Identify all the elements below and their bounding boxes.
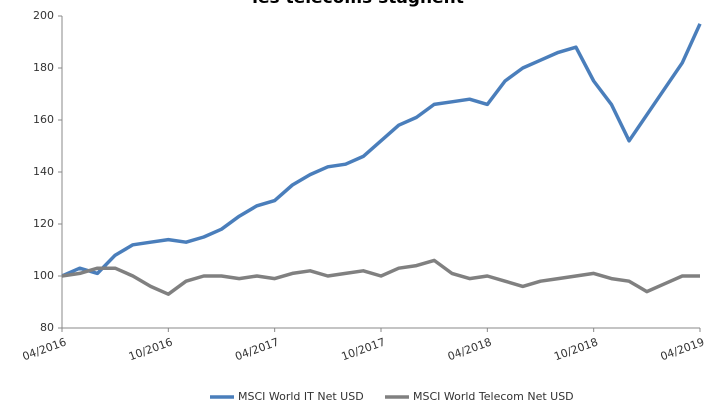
y-tick-label: 140 xyxy=(33,165,54,178)
y-tick-label: 80 xyxy=(40,321,54,334)
x-tick-label: 04/2017 xyxy=(233,335,280,363)
x-tick-label: 10/2016 xyxy=(127,335,174,363)
y-tick-label: 180 xyxy=(33,61,54,74)
x-tick-label: 04/2019 xyxy=(659,335,706,363)
legend-label: MSCI World IT Net USD xyxy=(238,390,364,403)
y-tick-label: 200 xyxy=(33,9,54,22)
x-tick-label: 10/2017 xyxy=(340,335,387,363)
series-line xyxy=(61,23,702,278)
y-tick-label: 160 xyxy=(33,113,54,126)
x-tick-label: 04/2016 xyxy=(21,335,68,363)
chart-title: ies telecoms stagnent xyxy=(252,0,464,8)
y-tick-label: 100 xyxy=(33,269,54,282)
y-tick-label: 120 xyxy=(33,217,54,230)
x-tick-label: 04/2018 xyxy=(446,335,493,363)
x-tick-label: 10/2018 xyxy=(552,335,599,363)
series-line xyxy=(61,258,700,296)
legend-label: MSCI World Telecom Net USD xyxy=(413,390,574,403)
